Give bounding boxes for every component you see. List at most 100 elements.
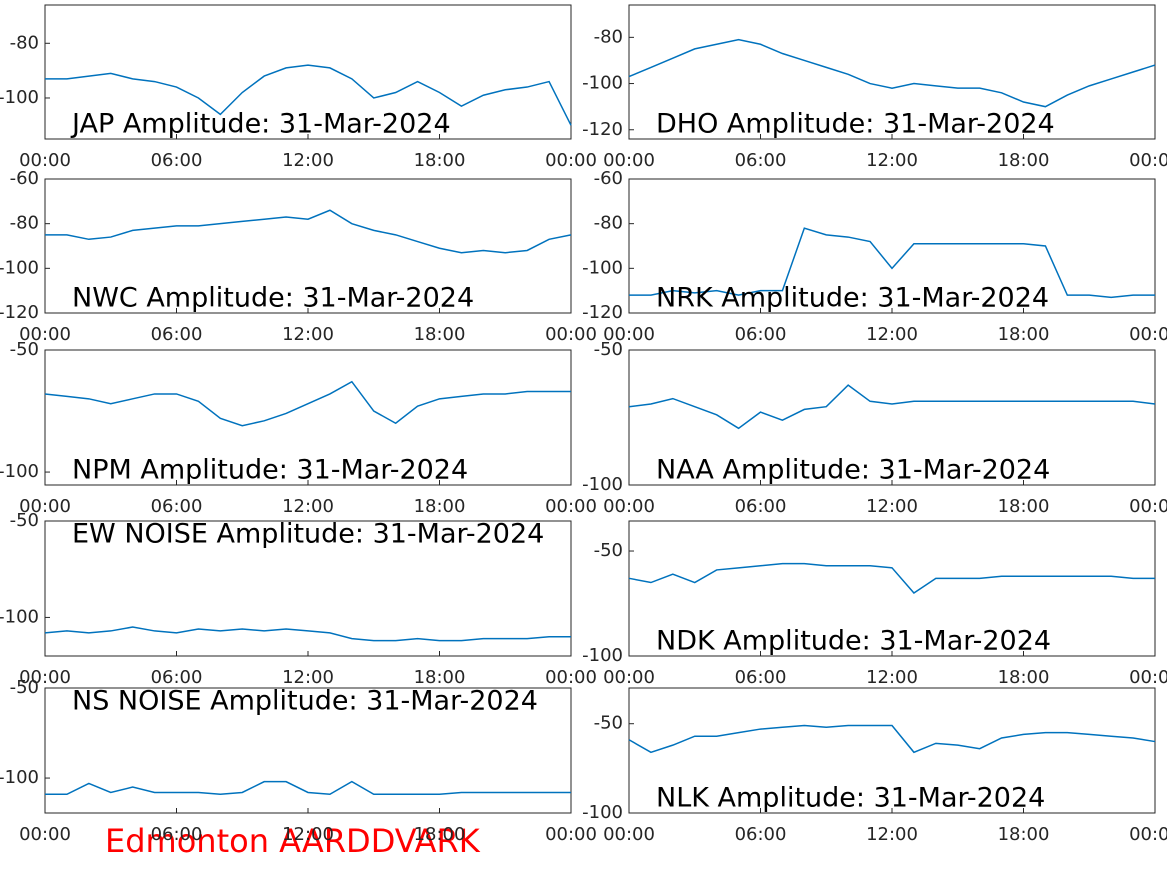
x-tick-label: 00:00 bbox=[603, 324, 655, 345]
y-tick-label: -80 bbox=[594, 26, 623, 47]
panel-annotation: NWC Amplitude: 31-Mar-2024 bbox=[72, 283, 474, 314]
panel-annotation: NPM Amplitude: 31-Mar-2024 bbox=[72, 455, 468, 486]
x-tick-label: 18:00 bbox=[998, 824, 1050, 845]
x-tick-label: 06:00 bbox=[151, 667, 203, 688]
data-line bbox=[44, 380, 571, 427]
x-tick-label: 12:00 bbox=[866, 324, 918, 345]
data-line bbox=[44, 626, 571, 642]
x-tick-label: 06:00 bbox=[735, 496, 787, 517]
x-tick-label: 00:00 bbox=[603, 150, 655, 171]
plot-frame bbox=[628, 520, 1156, 657]
x-tick-label: 18:00 bbox=[998, 667, 1050, 688]
x-tick-label: 12:00 bbox=[282, 324, 334, 345]
x-tick-label: 06:00 bbox=[735, 150, 787, 171]
y-tick-label: -100 bbox=[582, 73, 623, 94]
plot-frame bbox=[628, 4, 1156, 140]
x-tick-label: 06:00 bbox=[151, 824, 203, 845]
x-tick-label: 00:00 bbox=[1129, 324, 1167, 345]
x-tick-label: 00:00 bbox=[1129, 150, 1167, 171]
x-tick-label: 00:00 bbox=[603, 824, 655, 845]
x-tick-label: 00:00 bbox=[1129, 496, 1167, 517]
x-tick-label: 12:00 bbox=[282, 496, 334, 517]
x-tick-label: 12:00 bbox=[866, 667, 918, 688]
y-tick-label: -100 bbox=[582, 257, 623, 278]
y-tick-label: -50 bbox=[594, 339, 623, 360]
x-tick-label: 12:00 bbox=[866, 824, 918, 845]
x-tick-label: 12:00 bbox=[282, 150, 334, 171]
x-tick-label: 00:00 bbox=[545, 667, 597, 688]
x-tick-label: 18:00 bbox=[414, 824, 466, 845]
data-line bbox=[45, 780, 571, 796]
y-tick-label: -120 bbox=[582, 119, 623, 140]
x-tick-label: 12:00 bbox=[282, 667, 334, 688]
panel-annotation: EW NOISE Amplitude: 31-Mar-2024 bbox=[72, 519, 544, 550]
y-tick-label: -100 bbox=[582, 474, 623, 495]
data-line bbox=[45, 209, 572, 254]
x-tick-label: 06:00 bbox=[735, 324, 787, 345]
data-line bbox=[628, 562, 1155, 595]
plot-frame bbox=[44, 520, 572, 657]
y-tick-label: -100 bbox=[0, 767, 39, 788]
x-tick-label: 00:00 bbox=[545, 150, 597, 171]
plot-frame bbox=[628, 687, 1156, 814]
y-tick-label: -60 bbox=[594, 168, 623, 189]
data-line bbox=[628, 384, 1156, 430]
x-tick-label: 06:00 bbox=[735, 824, 787, 845]
x-tick-label: 00:00 bbox=[1129, 667, 1167, 688]
y-tick-label: -100 bbox=[582, 802, 623, 823]
site-label: Edmonton AARDDVARK bbox=[105, 822, 481, 860]
y-tick-label: -50 bbox=[10, 510, 39, 531]
panel-annotation: DHO Amplitude: 31-Mar-2024 bbox=[656, 109, 1055, 140]
panel-annotation: NRK Amplitude: 31-Mar-2024 bbox=[656, 283, 1049, 314]
x-tick-label: 06:00 bbox=[151, 150, 203, 171]
x-tick-label: 00:00 bbox=[545, 324, 597, 345]
y-tick-label: -80 bbox=[10, 32, 39, 53]
x-tick-label: 00:00 bbox=[19, 824, 71, 845]
y-tick-label: -120 bbox=[582, 302, 623, 323]
y-tick-label: -60 bbox=[10, 168, 39, 189]
y-tick-label: -50 bbox=[10, 339, 39, 360]
x-tick-label: 00:00 bbox=[603, 496, 655, 517]
x-tick-label: 06:00 bbox=[151, 496, 203, 517]
data-line bbox=[628, 724, 1156, 754]
x-tick-label: 00:00 bbox=[19, 324, 71, 345]
y-tick-label: -100 bbox=[0, 606, 39, 627]
y-tick-label: -120 bbox=[0, 302, 39, 323]
panel-annotation: NAA Amplitude: 31-Mar-2024 bbox=[656, 455, 1050, 486]
x-tick-label: 12:00 bbox=[282, 824, 334, 845]
x-tick-label: 12:00 bbox=[866, 496, 918, 517]
x-tick-label: 00:00 bbox=[1129, 824, 1167, 845]
x-tick-label: 18:00 bbox=[998, 496, 1050, 517]
x-tick-label: 18:00 bbox=[414, 496, 466, 517]
y-tick-label: -100 bbox=[582, 645, 623, 666]
x-tick-label: 00:00 bbox=[19, 150, 71, 171]
x-tick-label: 18:00 bbox=[414, 150, 466, 171]
plot-frame bbox=[44, 178, 572, 314]
panel-annotation: JAP Amplitude: 31-Mar-2024 bbox=[70, 109, 451, 140]
data-line bbox=[628, 38, 1156, 108]
plot-frame bbox=[628, 349, 1156, 486]
x-tick-label: 18:00 bbox=[414, 324, 466, 345]
panel-annotation: NDK Amplitude: 31-Mar-2024 bbox=[656, 626, 1051, 657]
x-tick-label: 00:00 bbox=[545, 496, 597, 517]
y-tick-label: -100 bbox=[0, 87, 39, 108]
x-tick-label: 12:00 bbox=[866, 150, 918, 171]
x-tick-label: 18:00 bbox=[998, 150, 1050, 171]
panel-annotation: NS NOISE Amplitude: 31-Mar-2024 bbox=[72, 686, 538, 717]
y-tick-label: -100 bbox=[0, 461, 39, 482]
data-line bbox=[45, 64, 572, 126]
x-tick-label: 00:00 bbox=[545, 824, 597, 845]
x-tick-label: 00:00 bbox=[19, 496, 71, 517]
x-tick-label: 06:00 bbox=[151, 324, 203, 345]
plot-frame bbox=[44, 349, 572, 486]
y-tick-label: -80 bbox=[10, 213, 39, 234]
y-tick-label: -80 bbox=[594, 213, 623, 234]
x-tick-label: 00:00 bbox=[19, 667, 71, 688]
panel-annotation: NLK Amplitude: 31-Mar-2024 bbox=[656, 783, 1045, 814]
x-tick-label: 00:00 bbox=[603, 667, 655, 688]
y-tick-label: -50 bbox=[594, 713, 623, 734]
y-tick-label: -50 bbox=[594, 540, 623, 561]
x-tick-label: 18:00 bbox=[414, 667, 466, 688]
x-tick-label: 18:00 bbox=[998, 324, 1050, 345]
